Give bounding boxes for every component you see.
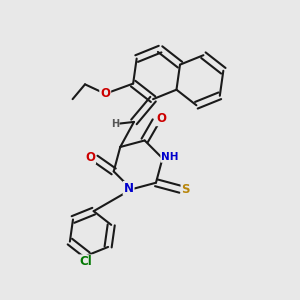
Text: O: O xyxy=(85,151,95,164)
Text: N: N xyxy=(124,182,134,195)
Text: O: O xyxy=(100,87,110,100)
Text: S: S xyxy=(182,183,190,196)
Text: H: H xyxy=(111,118,119,129)
Text: O: O xyxy=(156,112,166,125)
Text: NH: NH xyxy=(161,152,179,162)
Text: Cl: Cl xyxy=(80,255,92,268)
